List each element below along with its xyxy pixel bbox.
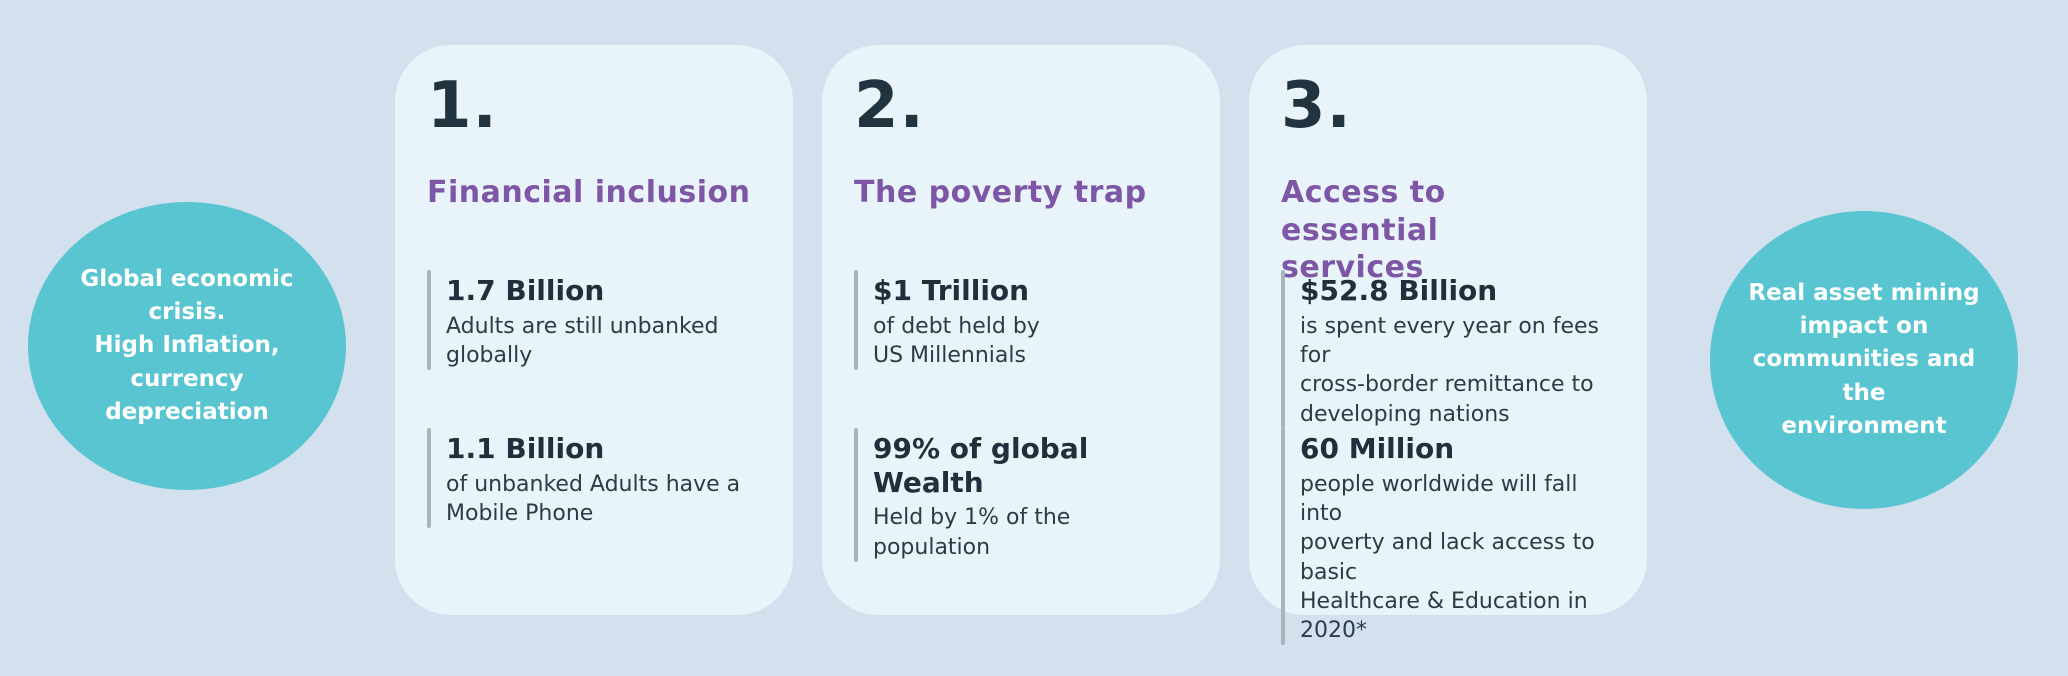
stat-millennial-debt: $1 Trillion of debt held by US Millennia… (854, 270, 1184, 371)
stat-value: 1.7 Billion (446, 274, 605, 308)
card-essential-services: 3. Access to essential services $52.8 Bi… (1249, 45, 1647, 646)
card-financial-inclusion: 1. Financial inclusion 1.7 Billion Adult… (395, 45, 793, 615)
stat-slot: 1.1 Billion of unbanked Adults have a Mo… (427, 428, 757, 586)
stat-text: 99% of global Wealth Held by 1% of the p… (873, 428, 1184, 562)
stat-unbanked-adults: 1.7 Billion Adults are still unbanked gl… (427, 270, 757, 371)
stat-text: 1.1 Billion of unbanked Adults have a Mo… (446, 428, 740, 528)
stat-text: 60 Million people worldwide will fall in… (1300, 428, 1611, 645)
card-title-slot: Access to essential services (1281, 174, 1611, 285)
card-title: Access to essential services (1281, 175, 1446, 286)
stat-description: Adults are still unbanked globally (446, 313, 719, 369)
card-title: Financial inclusion (427, 175, 751, 211)
global-crisis-circle: Global economic crisis. High Inflation, … (28, 202, 346, 490)
stat-slot: 99% of global Wealth Held by 1% of the p… (854, 428, 1184, 586)
card-number: 2. (854, 69, 925, 143)
stat-text: 1.7 Billion Adults are still unbanked gl… (446, 270, 719, 370)
card-title-slot: The poverty trap (854, 174, 1184, 270)
stat-unbanked-mobile: 1.1 Billion of unbanked Adults have a Mo… (427, 428, 757, 529)
stat-text: $1 Trillion of debt held by US Millennia… (873, 270, 1040, 370)
stat-description: of unbanked Adults have a Mobile Phone (446, 471, 741, 527)
stat-accent-bar (427, 270, 431, 371)
stat-value: 1.1 Billion (446, 432, 605, 466)
stat-wealth-concentration: 99% of global Wealth Held by 1% of the p… (854, 428, 1184, 562)
card-number: 1. (427, 69, 498, 143)
stat-accent-bar (427, 428, 431, 529)
mining-impact-circle: Real asset mining impact on communities … (1710, 211, 2018, 509)
card-title: The poverty trap (854, 175, 1147, 211)
stat-description: Held by 1% of the population (873, 505, 1071, 560)
card-title-slot: Financial inclusion (427, 174, 757, 270)
stat-slot: 60 Million people worldwide will fall in… (1281, 428, 1611, 646)
stat-description: people worldwide will fall into poverty … (1300, 471, 1595, 644)
stat-value: $1 Trillion (873, 274, 1030, 308)
stat-slot: $1 Trillion of debt held by US Millennia… (854, 270, 1184, 428)
stat-accent-bar (1281, 428, 1285, 646)
stat-text: $52.8 Billion is spent every year on fee… (1300, 270, 1611, 429)
mining-impact-text: Real asset mining impact on communities … (1748, 279, 1980, 440)
card-number: 3. (1281, 69, 1352, 143)
stat-value: 99% of global Wealth (873, 432, 1089, 499)
challenge-cards-row: 1. Financial inclusion 1.7 Billion Adult… (395, 45, 1647, 646)
stat-description: is spent every year on fees for cross-bo… (1300, 313, 1599, 427)
stat-accent-bar (854, 428, 858, 562)
stat-accent-bar (854, 270, 858, 371)
stat-slot: 1.7 Billion Adults are still unbanked gl… (427, 270, 757, 428)
stat-value: $52.8 Billion (1300, 274, 1498, 308)
stat-slot: $52.8 Billion is spent every year on fee… (1281, 270, 1611, 429)
card-poverty-trap: 2. The poverty trap $1 Trillion of debt … (822, 45, 1220, 615)
stat-remittance-fees: $52.8 Billion is spent every year on fee… (1281, 270, 1611, 429)
global-crisis-text: Global economic crisis. High Inflation, … (80, 265, 294, 426)
stat-poverty-forecast: 60 Million people worldwide will fall in… (1281, 428, 1611, 646)
stat-value: 60 Million (1300, 432, 1455, 466)
stat-accent-bar (1281, 270, 1285, 429)
stat-description: of debt held by US Millennials (873, 313, 1040, 369)
